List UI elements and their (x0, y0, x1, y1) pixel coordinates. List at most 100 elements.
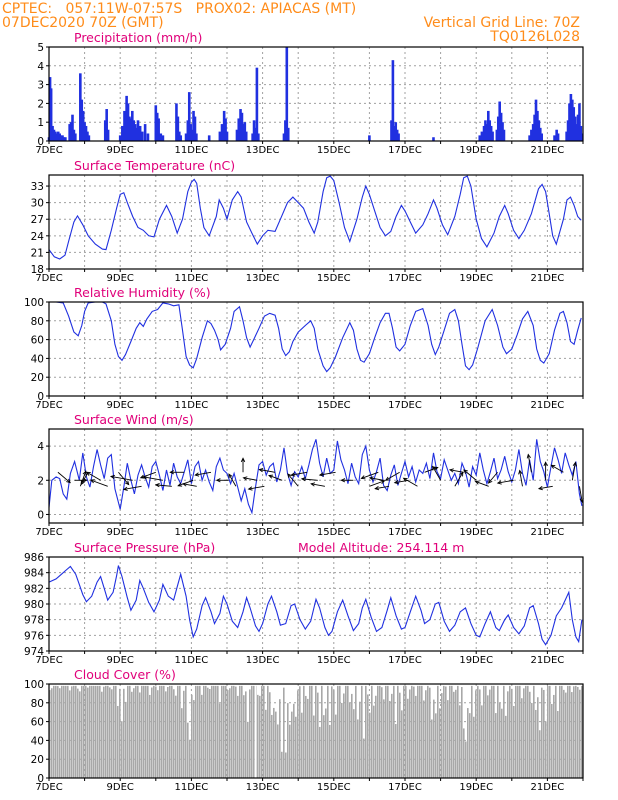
y-tick-label: 980 (24, 599, 44, 611)
precip-bar (239, 109, 242, 141)
precip-bar (573, 116, 577, 141)
wind-arrow-shaft (90, 479, 108, 487)
cloud-bar (163, 685, 165, 778)
precip-bar (190, 129, 194, 141)
cloud-bar (415, 695, 417, 778)
x-tick-label: 11DEC (175, 527, 209, 538)
precip-bar (225, 131, 229, 141)
cloud-bar (353, 709, 355, 778)
cloud-bar (401, 710, 403, 778)
wind-arrow-shaft (361, 471, 379, 479)
precip-bar (189, 124, 192, 141)
cloud-bar (483, 685, 485, 778)
cloud-bar (97, 685, 99, 778)
precip-bar (79, 73, 82, 141)
cloud-bar (59, 688, 61, 778)
x-tick-label: 19DEC (459, 400, 493, 411)
precip-bar (123, 110, 126, 141)
cloud-bar (229, 688, 231, 778)
precip-bar (575, 124, 578, 141)
pres-series-line (48, 565, 583, 646)
cloud-bar (99, 685, 101, 778)
cloud-bar (449, 685, 451, 778)
cloud-bar (581, 685, 583, 778)
y-tick-label: 984 (24, 568, 44, 580)
wind-arrow-head (109, 474, 115, 480)
wind-arrow-head (537, 485, 543, 491)
cloud-bar (287, 703, 289, 778)
cloud-bar (337, 685, 339, 778)
precip-bar (71, 114, 74, 141)
cloud-bar (85, 685, 87, 778)
cloud-bar (409, 689, 411, 778)
x-tick-label: 15DEC (317, 782, 351, 793)
precip-bar (83, 122, 86, 141)
x-tick-label: 21DEC (531, 400, 565, 411)
cloud-bar (445, 686, 447, 778)
y-tick-label: 33 (31, 181, 44, 193)
cloud-bar (273, 707, 275, 778)
cloud-bar (497, 685, 499, 778)
x-tick-label: 21DEC (531, 145, 565, 156)
cloud-bar (345, 685, 347, 778)
precip-bar (482, 125, 486, 141)
cloud-bar (379, 685, 381, 778)
cloud-bar (173, 689, 175, 778)
cloud-bar (347, 685, 349, 778)
cloud-bar (375, 695, 377, 778)
precip-bar (502, 129, 506, 141)
precip-bar (161, 135, 165, 141)
cloud-bar (115, 685, 117, 778)
wind-arrow-head (474, 480, 480, 485)
cloud-bar (235, 686, 237, 778)
cloud-bar (517, 685, 519, 778)
precip-bar (478, 135, 482, 141)
cloud-bar (385, 685, 387, 778)
y-tick-label: 100 (24, 679, 44, 691)
cloud-bar (213, 685, 215, 778)
wind-arrow-head (393, 479, 399, 485)
cloud-bar (331, 686, 333, 778)
x-tick-label: 17DEC (388, 655, 422, 666)
cloud-bar (143, 685, 145, 778)
cloud-bar (579, 689, 581, 778)
cloud-bar (127, 685, 129, 778)
cloud-bar (539, 730, 541, 778)
cloud-bar (333, 690, 335, 778)
y-tick-label: 24 (31, 231, 45, 243)
cloud-bar (527, 685, 529, 778)
wind-arrow-shaft (449, 469, 464, 473)
cloud-bar (501, 708, 503, 778)
wind-arrow-shaft (110, 476, 133, 481)
x-tick-label: 17DEC (388, 400, 422, 411)
wind-arrow-shaft (527, 454, 532, 473)
wind-arrow-head (496, 480, 502, 485)
cloud-bar (267, 685, 269, 778)
cloud-bar (417, 685, 419, 778)
cloud-bar (553, 694, 555, 778)
precip-bar (179, 135, 183, 141)
cloud-bar (367, 694, 369, 778)
precip-bar (244, 131, 248, 141)
cloud-bar (513, 705, 515, 778)
cloud-bar (145, 685, 147, 778)
cloud-bar (223, 685, 225, 778)
wind-arrow-shaft (385, 471, 400, 481)
precip-bar (255, 67, 259, 141)
wind-arrow-head (380, 479, 386, 484)
y-tick-label: 0 (37, 509, 44, 521)
precip-bar (80, 99, 84, 141)
cloud-bar (63, 685, 65, 778)
cloud-bar (219, 703, 221, 778)
wind-arrow-shaft (182, 483, 197, 487)
cloud-bar (51, 688, 53, 778)
precip-bar (237, 118, 241, 141)
precip-bar (207, 135, 211, 141)
wind-arrow-shaft (57, 471, 71, 483)
wind-arrow-head (215, 478, 221, 483)
cloud-bar (567, 685, 569, 778)
y-tick-label: 20 (31, 372, 44, 384)
precip-bar (157, 118, 160, 141)
precip-bar (537, 120, 541, 141)
